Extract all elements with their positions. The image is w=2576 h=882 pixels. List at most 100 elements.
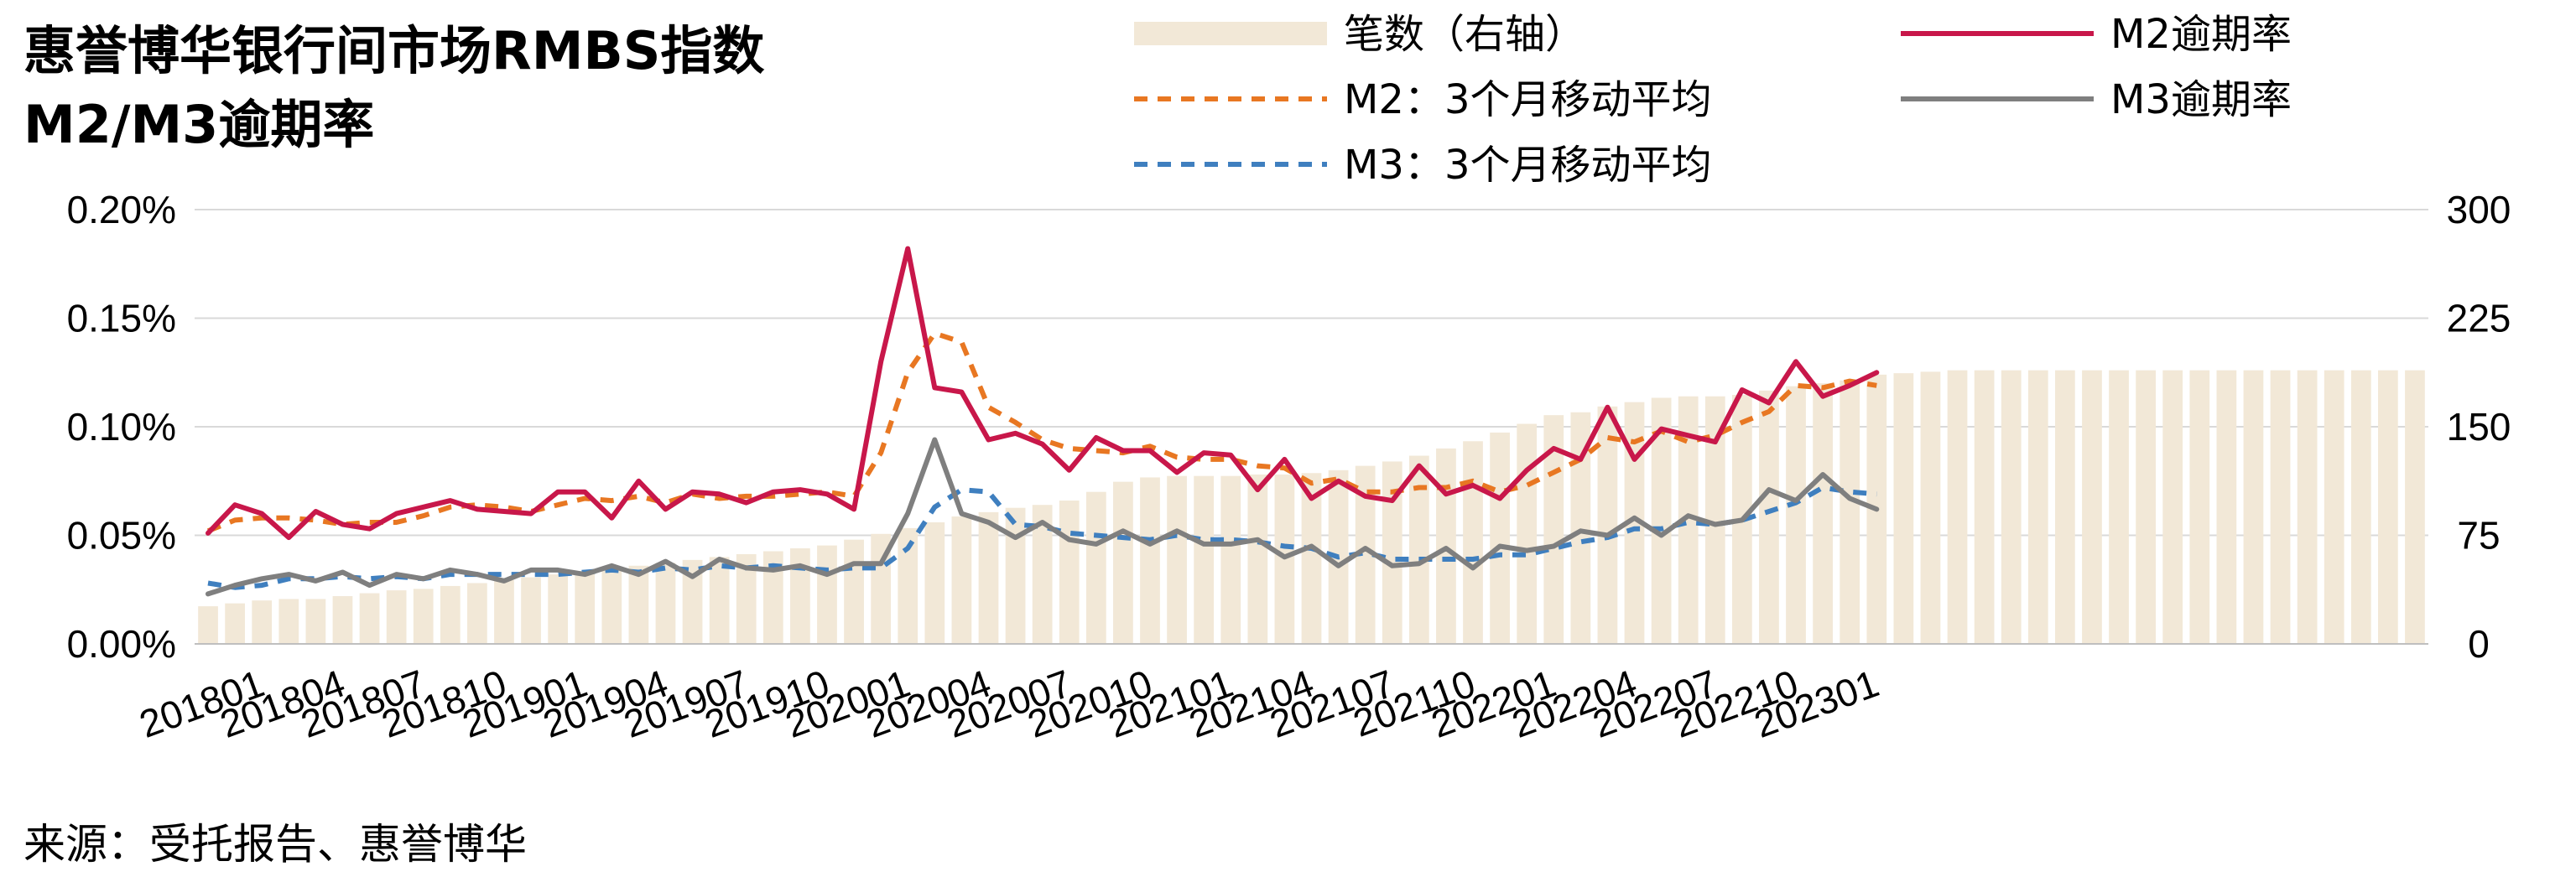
bar: [1140, 477, 1160, 644]
bar: [1678, 396, 1699, 644]
right-axis-tick-label: 150: [2447, 405, 2511, 449]
bar: [951, 516, 972, 644]
bar: [332, 596, 353, 644]
bar: [1974, 370, 1995, 644]
bar: [359, 593, 380, 644]
chart-title-line2: M2/M3逾期率: [23, 94, 375, 155]
bar: [2082, 370, 2102, 644]
right-axis-tick-label: 225: [2447, 297, 2511, 340]
bar: [978, 511, 999, 644]
bar: [1113, 481, 1133, 644]
bar: [1220, 475, 1241, 644]
bar: [1085, 491, 1106, 644]
bar: [440, 585, 461, 644]
bar: [1840, 380, 1860, 644]
bar: [2109, 370, 2129, 644]
chart-title-line1: 惠誉博华银行间市场RMBS指数: [23, 20, 765, 81]
legend: 笔数（右轴） M2：3个月移动平均 M3：3个月移动平均 M2逾期率 M3逾期率: [1134, 11, 2292, 189]
bar: [790, 548, 810, 644]
bar: [1920, 371, 1941, 644]
bar: [198, 606, 218, 644]
bar: [2350, 370, 2371, 644]
bar: [1247, 474, 1268, 644]
bar: [655, 563, 676, 644]
bar: [2243, 370, 2264, 644]
bar: [2054, 370, 2075, 644]
bar: [2189, 370, 2210, 644]
bar: [1704, 396, 1725, 644]
legend-label-m3: M3逾期率: [2110, 76, 2292, 123]
bar: [2027, 370, 2048, 644]
bar: [386, 590, 407, 644]
bar: [278, 599, 299, 644]
bar: [709, 557, 730, 644]
bar: [548, 574, 569, 644]
legend-swatch-bars: [1134, 22, 1327, 45]
bar: [2324, 370, 2344, 644]
right-axis-tick-label: 300: [2447, 188, 2511, 231]
bar: [305, 599, 326, 644]
bar: [898, 527, 919, 644]
bar: [2136, 370, 2156, 644]
bar: [817, 545, 837, 644]
left-axis-tick-label: 0.05%: [67, 514, 176, 558]
bar: [1651, 397, 1672, 644]
left-axis-tick-label: 0.15%: [67, 297, 176, 340]
bar: [252, 600, 273, 644]
bar: [1786, 386, 1806, 644]
bar: [1597, 406, 1618, 644]
bar: [1194, 475, 1215, 644]
bar: [2270, 370, 2291, 644]
bar: [2162, 370, 2183, 644]
bar: [1005, 507, 1026, 644]
bar: [736, 553, 757, 644]
bar: [682, 559, 703, 644]
bar: [1355, 465, 1376, 644]
right-axis-tick-label: 75: [2457, 514, 2500, 558]
legend-label-m2ma: M2：3个月移动平均: [1344, 76, 1712, 123]
right-axis-tick-label: 0: [2468, 622, 2490, 666]
bar-series: [198, 370, 2425, 644]
legend-label-m2: M2逾期率: [2110, 11, 2292, 58]
bar: [1167, 475, 1187, 644]
bar: [521, 577, 541, 644]
bar: [2216, 370, 2237, 644]
left-axis-tick-label: 0.10%: [67, 405, 176, 449]
left-axis-tick-label: 0.00%: [67, 622, 176, 666]
bar: [494, 580, 514, 644]
bar: [1032, 505, 1053, 644]
bar: [575, 571, 596, 644]
bar: [601, 568, 622, 644]
bar: [1570, 412, 1591, 644]
bar: [1517, 423, 1538, 644]
bar: [1813, 383, 1833, 644]
line-series: [206, 246, 1880, 597]
bar: [2405, 370, 2425, 644]
bar: [1947, 370, 1968, 644]
bar: [2297, 370, 2318, 644]
bar: [1408, 455, 1429, 644]
bar: [1624, 402, 1645, 644]
bar: [1059, 501, 1080, 644]
bar: [844, 539, 864, 644]
bar: [924, 521, 945, 644]
source-note: 来源：受托报告、惠誉博华: [23, 820, 527, 869]
bar: [1759, 390, 1779, 644]
bar: [1301, 473, 1322, 644]
legend-label-bars: 笔数（右轴）: [1344, 11, 1585, 58]
series-line-m2: [206, 246, 1880, 541]
bar: [762, 551, 783, 644]
series-line-m2ma: [206, 330, 1877, 534]
bar: [1382, 461, 1402, 644]
bar: [2378, 370, 2398, 644]
left-axis-tick-label: 0.20%: [67, 188, 176, 231]
bar: [225, 603, 245, 644]
bar: [2001, 370, 2022, 644]
bar: [1893, 373, 1914, 644]
bar: [628, 565, 649, 644]
bar: [1463, 441, 1483, 644]
bar: [1490, 432, 1510, 644]
bar: [467, 583, 487, 644]
legend-label-m3ma: M3：3个月移动平均: [1344, 142, 1712, 189]
